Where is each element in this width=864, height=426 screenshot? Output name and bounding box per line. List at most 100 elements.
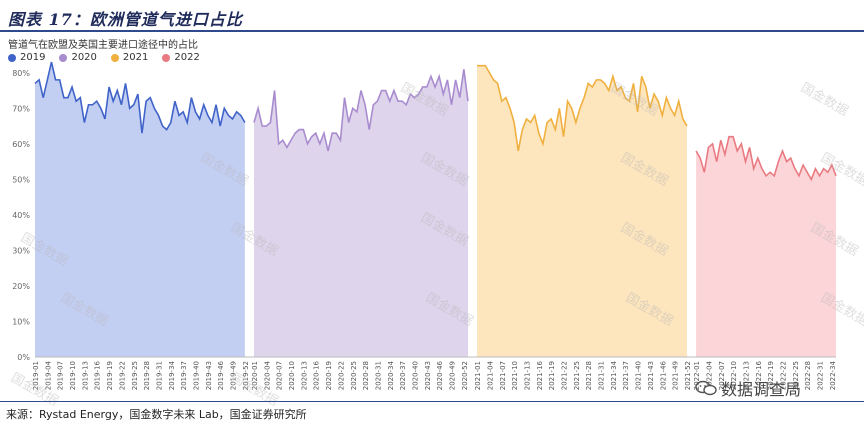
y-tick-label: 60% [12, 140, 30, 149]
x-tick-label: 2022-25 [792, 361, 800, 390]
x-tick-label: 2021-46 [659, 360, 667, 390]
x-tick-label: 2019-10 [69, 361, 77, 390]
x-tick-label: 2022-28 [804, 361, 812, 390]
x-tick-label: 2021-10 [511, 361, 519, 390]
x-tick-label: 2020-52 [461, 361, 469, 390]
legend-label-2022: 2022 [174, 52, 200, 63]
x-tick-label: 2022-19 [767, 361, 775, 390]
legend-dot-2022 [162, 53, 171, 62]
area-2022 [696, 136, 836, 357]
x-tick-label: 2021-31 [598, 361, 606, 390]
x-tick-label: 2019-34 [168, 360, 176, 390]
wechat-watermark: 数据调查局 [695, 376, 801, 400]
x-tick-label: 2019-28 [143, 361, 151, 390]
x-tick-label: 2019-22 [118, 361, 126, 390]
x-tick-label: 2019-04 [44, 360, 52, 390]
title-divider [0, 30, 864, 32]
line-2021 [477, 64, 688, 152]
line-2020 [253, 69, 469, 152]
area-2019 [35, 62, 245, 358]
y-tick-label: 70% [12, 104, 30, 113]
watermark: 国金数据 [798, 80, 851, 120]
x-tick-label: 2020-37 [399, 361, 407, 390]
legend-dot-2020 [59, 53, 68, 62]
x-tick-label: 2020-49 [449, 361, 457, 390]
x-tick-label: 2020-13 [300, 361, 308, 390]
x-tick-label: 2020-46 [436, 360, 444, 390]
x-tick-label: 2022-04 [705, 360, 713, 390]
y-tick-label: 40% [12, 211, 30, 220]
x-tick-label: 2020-43 [424, 361, 432, 390]
x-tick-label: 2019-25 [131, 361, 139, 390]
x-tick-label: 2022-10 [730, 361, 738, 390]
x-tick-label: 2019-52 [242, 361, 250, 390]
x-tick-label: 2021-07 [499, 361, 507, 390]
legend-item-2019: 2019 [8, 52, 45, 63]
x-tick-label: 2019-01 [32, 361, 40, 390]
x-tick-label: 2021-19 [548, 361, 556, 390]
x-tick-label: 2021-43 [647, 361, 655, 390]
legend-item-2020: 2020 [59, 52, 97, 63]
legend-item-2022: 2022 [162, 52, 200, 63]
x-tick-label: 2021-37 [622, 361, 630, 390]
x-tick-label: 2020-40 [411, 361, 419, 390]
x-tick-label: 2020-28 [362, 361, 370, 390]
x-tick-label: 2022-13 [742, 361, 750, 390]
x-tick-label: 2020-04 [263, 360, 271, 390]
x-tick-label: 2021-13 [523, 361, 531, 390]
source-note: 来源：Rystad Energy，国金数字未来 Lab，国金证券研究所 [6, 408, 307, 421]
legend-label-2020: 2020 [71, 52, 97, 63]
legend-label-2019: 2019 [20, 52, 46, 63]
x-tick-label: 2022-01 [693, 361, 701, 390]
y-tick-label: 50% [12, 175, 30, 184]
y-tick-label: 0% [17, 353, 30, 362]
x-tick-label: 2021-49 [672, 361, 680, 390]
wechat-label: 数据调查局 [721, 380, 802, 399]
y-tick-label: 80% [12, 69, 30, 78]
x-tick-label: 2022-31 [817, 361, 825, 390]
y-tick-label: 20% [12, 282, 30, 291]
x-tick-label: 2022-22 [780, 361, 788, 390]
x-tick-label: 2019-19 [106, 361, 114, 390]
x-tick-label: 2019-40 [192, 361, 200, 390]
x-tick-label: 2019-16 [94, 360, 102, 390]
legend-dot-2019 [8, 53, 16, 62]
x-tick-label: 2019-31 [155, 361, 163, 390]
footer-divider [0, 401, 864, 402]
x-tick-label: 2019-37 [180, 361, 188, 390]
x-tick-label: 2021-22 [561, 361, 569, 390]
x-tick-label: 2021-34 [610, 360, 618, 390]
line-2022 [695, 135, 837, 182]
legend-item-2021: 2021 [110, 52, 148, 63]
figure-title: 图表 17：欧洲管道气进口占比 [8, 10, 243, 29]
x-tick-label: 2019-43 [205, 361, 213, 390]
legend-dot-2021 [110, 53, 119, 62]
x-tick-label: 2020-31 [374, 361, 382, 390]
x-tick-label: 2021-04 [486, 360, 494, 390]
wechat-icon [695, 380, 717, 396]
x-tick-label: 2019-13 [81, 361, 89, 390]
x-tick-label: 2021-52 [684, 361, 692, 390]
x-tick-label: 2020-34 [387, 360, 395, 390]
x-tick-label: 2019-07 [57, 361, 65, 390]
area-2020 [253, 69, 468, 358]
y-tick-label: 30% [12, 246, 30, 255]
x-tick-label: 2020-25 [350, 361, 358, 390]
area-2021 [477, 65, 687, 357]
x-tick-label: 2020-07 [276, 361, 284, 390]
x-tick-label: 2021-28 [585, 361, 593, 390]
x-tick-label: 2020-22 [337, 361, 345, 390]
x-tick-label: 2022-16 [755, 360, 763, 390]
line-2019 [34, 61, 246, 134]
chart-legend: 2019 2020 2021 2022 [8, 52, 200, 63]
x-tick-label: 2022-07 [718, 361, 726, 390]
x-tick-label: 2020-01 [251, 361, 259, 390]
y-tick-label: 10% [12, 317, 30, 326]
x-tick-label: 2021-40 [635, 361, 643, 390]
x-tick-label: 2021-25 [573, 361, 581, 390]
chart-title: 管道气在欧盟及英国主要进口途径中的占比 [8, 40, 198, 51]
x-tick-label: 2020-10 [288, 361, 296, 390]
x-tick-label: 2020-16 [313, 360, 321, 390]
x-tick-label: 2022-34 [829, 360, 837, 390]
